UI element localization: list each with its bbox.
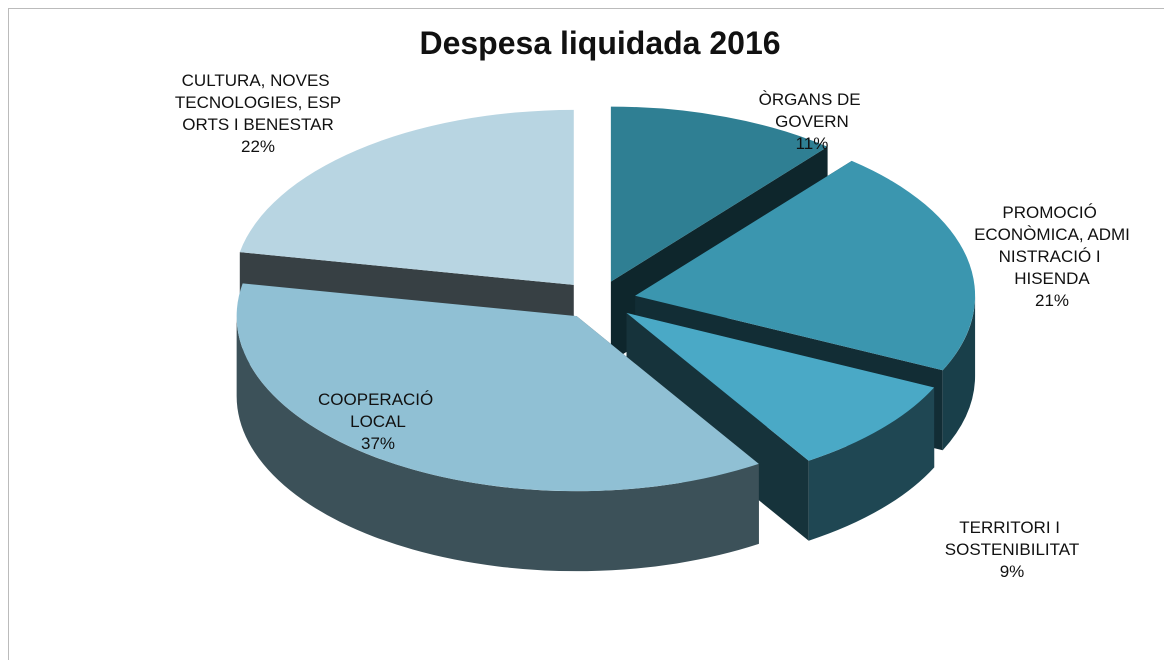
data-label: COOPERACIÓ LOCAL (318, 390, 438, 431)
slice (635, 160, 976, 371)
data-value-label: 37% (361, 434, 395, 453)
slice-side (626, 312, 809, 541)
slice (626, 312, 935, 461)
slice-wall (808, 387, 935, 541)
slice-wall (236, 316, 759, 572)
data-value-label: 9% (1000, 562, 1025, 581)
chart-title: Despesa liquidada 2016 (419, 25, 780, 61)
data-value-label: 11% (796, 134, 829, 153)
data-label: PROMOCIÓ ECONÒMICA, ADMI NISTRACIÓ I HISE… (974, 203, 1130, 288)
data-label: TERRITORI I SOSTENIBILITAT (945, 518, 1079, 559)
data-label: CULTURA, NOVES TECNOLOGIES, ESP ORTS I BE… (175, 71, 341, 134)
slice (236, 283, 759, 492)
slice (610, 106, 828, 282)
slice-wall (942, 295, 976, 451)
slice (239, 109, 574, 285)
data-value-label: 21% (1035, 291, 1069, 310)
data-label: ÒRGANS DE GOVERN (759, 90, 866, 131)
data-value-label: 22% (241, 137, 275, 156)
